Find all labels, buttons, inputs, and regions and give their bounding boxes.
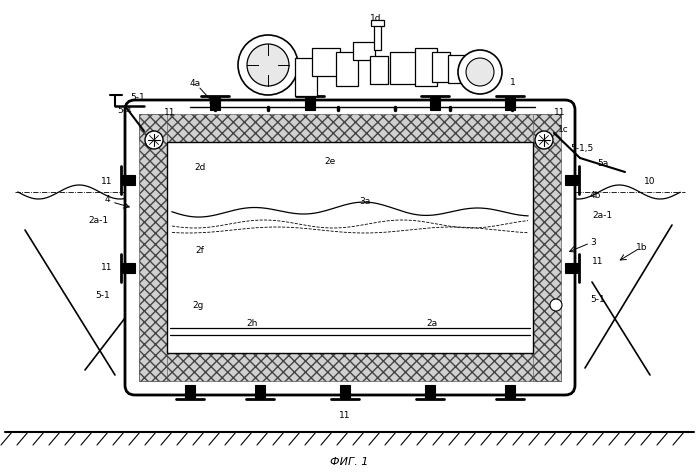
Bar	[121, 175, 135, 185]
Circle shape	[550, 299, 562, 311]
Text: 2h: 2h	[246, 319, 258, 328]
FancyBboxPatch shape	[125, 100, 575, 395]
Bar	[505, 96, 515, 110]
Text: 1b: 1b	[636, 243, 648, 252]
Bar	[390, 52, 418, 84]
Text: 5-1: 5-1	[95, 291, 110, 300]
Bar	[425, 385, 435, 399]
Circle shape	[466, 58, 494, 86]
Text: 10: 10	[644, 177, 656, 186]
Text: 4: 4	[104, 195, 110, 204]
Text: 2e: 2e	[324, 157, 336, 166]
Bar	[167, 142, 533, 353]
Bar	[139, 353, 561, 381]
Text: 11: 11	[554, 108, 565, 117]
Text: 5-4: 5-4	[117, 106, 131, 115]
Bar	[255, 385, 265, 399]
Text: 1: 1	[510, 78, 516, 86]
Circle shape	[145, 131, 163, 149]
Bar	[340, 385, 350, 399]
Bar	[370, 56, 388, 84]
Circle shape	[535, 131, 553, 149]
Text: 2d: 2d	[194, 164, 206, 173]
Bar	[336, 52, 358, 86]
Bar	[430, 96, 440, 110]
Text: 4b: 4b	[590, 191, 601, 200]
Bar	[374, 22, 381, 50]
Circle shape	[238, 35, 298, 95]
Text: 5-1: 5-1	[130, 92, 145, 101]
Text: 11: 11	[101, 177, 112, 186]
Bar	[432, 52, 450, 82]
Bar	[185, 385, 195, 399]
Bar	[139, 114, 561, 142]
Circle shape	[458, 50, 502, 94]
Text: 2f: 2f	[196, 246, 204, 255]
Text: 5-1: 5-1	[590, 295, 605, 304]
Bar	[210, 96, 220, 110]
Bar	[139, 114, 167, 381]
Text: 1d: 1d	[370, 13, 382, 22]
Bar	[565, 263, 579, 273]
Bar	[305, 96, 315, 110]
Text: 1c: 1c	[558, 126, 569, 135]
Text: 5a: 5a	[597, 158, 608, 167]
Text: 4a: 4a	[189, 79, 201, 88]
Text: 11: 11	[339, 410, 351, 419]
Bar	[415, 48, 437, 86]
Bar	[505, 385, 515, 399]
Text: 2g: 2g	[192, 301, 203, 310]
Bar	[533, 114, 561, 381]
Bar	[312, 48, 340, 76]
Text: 2a-1: 2a-1	[592, 210, 612, 219]
Text: 2a-1: 2a-1	[88, 216, 108, 225]
Bar	[565, 175, 579, 185]
Text: 11: 11	[592, 257, 603, 266]
Text: 11: 11	[164, 108, 175, 117]
Bar	[121, 263, 135, 273]
Circle shape	[247, 44, 289, 86]
Text: 2a: 2a	[426, 319, 438, 328]
Text: 3a: 3a	[359, 198, 370, 207]
Bar	[295, 58, 317, 96]
Text: 5-1,5: 5-1,5	[570, 144, 593, 153]
Bar	[448, 55, 466, 83]
Text: 3: 3	[590, 237, 596, 246]
Text: 11: 11	[101, 263, 112, 272]
Bar	[371, 20, 384, 26]
Text: ФИГ. 1: ФИГ. 1	[330, 457, 368, 467]
Bar	[353, 42, 375, 60]
